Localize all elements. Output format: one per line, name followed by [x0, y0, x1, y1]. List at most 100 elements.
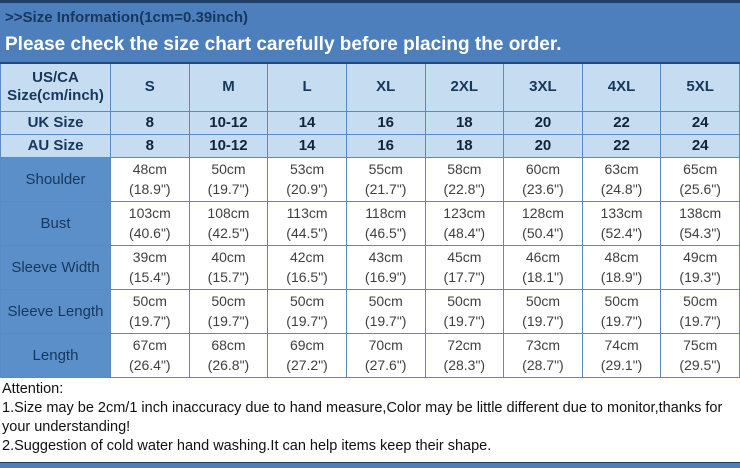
measurement-value-cell: 68cm (26.8") — [188, 332, 269, 378]
measurement-row-label: Length — [0, 332, 111, 378]
measurement-value-cell: 103cm (40.6") — [110, 200, 190, 246]
measurement-value-cell: 40cm (15.7") — [188, 244, 269, 290]
measurement-value-cell: 138cm (54.3") — [660, 200, 740, 246]
measurement-inch-value: (19.7") — [600, 313, 643, 329]
measurement-cm-value: 50cm — [604, 293, 639, 309]
size-column-header: 2XL — [424, 62, 505, 112]
measurement-value-cell: 50cm (19.7") — [660, 288, 740, 334]
size-table-head: US/CA Size(cm/inch) S M L XL 2XL 3XL 4XL 5XL — [0, 62, 740, 112]
measurement-value-cell: 73cm (28.7") — [503, 332, 583, 378]
measurement-cm-value: 42cm — [289, 249, 325, 265]
measurement-value-cell: 72cm (28.3") — [424, 332, 505, 378]
size-value-cell: 22 — [581, 110, 662, 135]
size-column-header: 4XL — [581, 62, 662, 112]
measurement-value-cell: 49cm (19.3") — [660, 244, 740, 290]
measurement-value-cell: 50cm (19.7") — [503, 288, 583, 334]
measurement-inch-value: (25.6") — [679, 181, 721, 197]
measurement-value-cell: 48cm (18.9") — [110, 156, 190, 202]
measurement-inch-value: (22.8") — [443, 181, 486, 197]
measurement-value-cell: 50cm (19.7") — [267, 288, 347, 334]
measurement-inch-value: (16.5") — [286, 269, 328, 285]
measurement-cm-value: 58cm — [447, 161, 482, 177]
measurement-value-cell: 118cm (46.5") — [345, 200, 426, 246]
size-row-label: AU Size — [0, 133, 111, 158]
measurement-inch-value: (19.7") — [443, 313, 486, 329]
measurement-cm-value: 63cm — [604, 161, 639, 177]
measurement-value-cell: 50cm (19.7") — [424, 288, 505, 334]
measurement-value-cell: 50cm (19.7") — [188, 288, 269, 334]
measurement-inch-value: (15.4") — [129, 269, 171, 285]
measurement-cm-value: 43cm — [368, 249, 403, 265]
size-value-cell: 20 — [503, 110, 583, 135]
measurement-inch-value: (52.4") — [600, 225, 643, 241]
measurement-cm-value: 50cm — [525, 293, 561, 309]
size-chart-warning: Please check the size chart carefully be… — [5, 34, 562, 55]
measurement-row: Sleeve Width 39cm (15.4") 40cm (15.7") 42cm (1… — [0, 244, 740, 290]
measurement-cm-value: 65cm — [683, 161, 718, 177]
measurement-inch-value: (42.5") — [207, 225, 250, 241]
size-value-cell: 14 — [267, 110, 347, 135]
measurement-inch-value: (19.7") — [679, 313, 721, 329]
measurement-inch-value: (28.7") — [522, 357, 564, 373]
measurement-inch-value: (26.4") — [129, 357, 171, 373]
size-column-header: 5XL — [660, 62, 740, 112]
size-value-cell: 8 — [110, 133, 190, 158]
measurement-row: Shoulder 48cm (18.9") 50cm (19.7") 53cm (20.9"… — [0, 156, 740, 202]
measurement-inch-value: (21.7") — [364, 181, 407, 197]
measurement-cm-value: 74cm — [604, 337, 639, 353]
measurement-value-cell: 67cm (26.4") — [110, 332, 190, 378]
measurement-value-cell: 58cm (22.8") — [424, 156, 505, 202]
measurement-inch-value: (44.5") — [286, 225, 328, 241]
attention-heading: Attention: — [2, 380, 64, 397]
size-column-header: L — [267, 62, 347, 112]
measurement-row-label: Sleeve Width — [0, 244, 111, 290]
measurement-inch-value: (27.6") — [364, 357, 407, 373]
size-value-cell: 18 — [424, 133, 505, 158]
measurement-value-cell: 50cm (19.7") — [345, 288, 426, 334]
size-value-cell: 24 — [660, 110, 740, 135]
measurement-cm-value: 55cm — [368, 161, 403, 177]
measurement-cm-value: 50cm — [368, 293, 403, 309]
measurement-cm-value: 108cm — [207, 205, 250, 221]
measurement-cm-value: 118cm — [365, 205, 407, 221]
bottom-border-strip — [0, 462, 740, 468]
measurement-cm-value: 70cm — [368, 337, 403, 353]
measurement-cm-value: 67cm — [132, 337, 167, 353]
measurement-value-cell: 50cm (19.7") — [110, 288, 190, 334]
measurement-cm-value: 45cm — [447, 249, 482, 265]
size-table: US/CA Size(cm/inch) S M L XL 2XL 3XL 4XL 5XL UK … — [0, 62, 740, 378]
measurement-inch-value: (19.7") — [522, 313, 564, 329]
size-value-cell: 10-12 — [188, 110, 269, 135]
attention-section: Attention: 1.Size may be 2cm/1 inch inac… — [0, 377, 740, 456]
measurement-cm-value: 53cm — [289, 161, 325, 177]
measurement-inch-value: (18.9") — [129, 181, 171, 197]
measurement-inch-value: (54.3") — [679, 225, 721, 241]
size-conversion-row: UK Size 8 10-12 14 16 18 20 22 24 — [0, 110, 740, 135]
measurement-inch-value: (19.7") — [286, 313, 328, 329]
measurement-cm-value: 133cm — [600, 205, 643, 221]
measurement-value-cell: 39cm (15.4") — [110, 244, 190, 290]
size-table-header-row: US/CA Size(cm/inch) S M L XL 2XL 3XL 4XL 5XL — [0, 62, 740, 112]
measurement-cm-value: 50cm — [211, 293, 246, 309]
measurement-value-cell: 69cm (27.2") — [267, 332, 347, 378]
measurement-cm-value: 48cm — [604, 249, 639, 265]
measurement-value-cell: 42cm (16.5") — [267, 244, 347, 290]
measurement-cm-value: 50cm — [289, 293, 325, 309]
measurement-value-cell: 133cm (52.4") — [581, 200, 662, 246]
size-value-cell: 24 — [660, 133, 740, 158]
measurement-cm-value: 73cm — [525, 337, 561, 353]
measurement-cm-value: 60cm — [525, 161, 561, 177]
measurement-value-cell: 45cm (17.7") — [424, 244, 505, 290]
measurement-value-cell: 113cm (44.5") — [267, 200, 347, 246]
measurement-cm-value: 50cm — [447, 293, 482, 309]
measurement-inch-value: (20.9") — [286, 181, 328, 197]
measurement-cm-value: 123cm — [443, 205, 486, 221]
size-value-cell: 20 — [503, 133, 583, 158]
measurement-row-label: Sleeve Length — [0, 288, 111, 334]
measurement-value-cell: 70cm (27.6") — [345, 332, 426, 378]
measurement-value-cell: 50cm (19.7") — [188, 156, 269, 202]
measurement-cm-value: 113cm — [286, 205, 328, 221]
measurement-value-cell: 48cm (18.9") — [581, 244, 662, 290]
measurement-cm-value: 75cm — [683, 337, 718, 353]
